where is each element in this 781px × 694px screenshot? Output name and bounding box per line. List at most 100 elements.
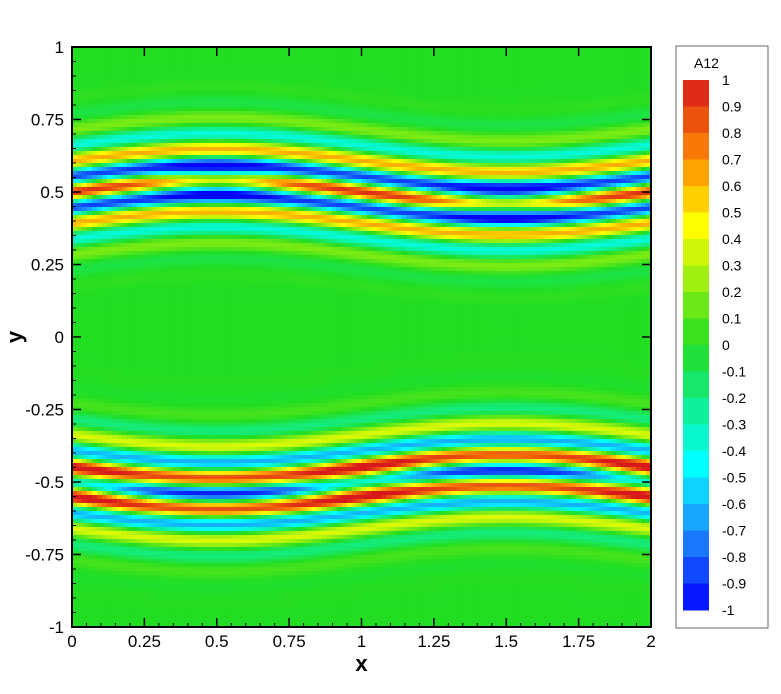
heatmap-cell (541, 183, 547, 188)
heatmap-cell (176, 183, 183, 188)
heatmap-cell (631, 163, 637, 168)
heatmap-cell (371, 191, 378, 196)
heatmap-cell (576, 179, 582, 184)
heatmap-cell (91, 143, 98, 148)
heatmap-cell (626, 103, 632, 108)
heatmap-cell (266, 179, 273, 184)
heatmap-cell (551, 171, 557, 176)
heatmap-cell (606, 179, 612, 184)
heatmap-cell (186, 115, 193, 120)
heatmap-cell (441, 131, 447, 136)
heatmap-cell (296, 95, 303, 100)
heatmap-cell (236, 167, 243, 172)
heatmap-cell (596, 163, 602, 168)
heatmap-cell (336, 143, 343, 148)
heatmap-cell (456, 59, 462, 64)
heatmap-cell (86, 159, 93, 164)
heatmap-cell (171, 91, 178, 96)
heatmap-cell (376, 151, 383, 156)
heatmap-cell (466, 79, 472, 84)
heatmap-cell (161, 75, 168, 80)
heatmap-cell (456, 131, 462, 136)
heatmap-cell (496, 75, 502, 80)
heatmap-cell (396, 91, 403, 96)
heatmap-cell (516, 159, 522, 164)
heatmap-cell (281, 179, 288, 184)
heatmap-cell (371, 99, 378, 104)
heatmap-cell (436, 151, 442, 156)
heatmap-cell (251, 139, 258, 144)
heatmap-cell (351, 183, 358, 188)
heatmap-cell (166, 211, 173, 216)
heatmap-cell (566, 83, 572, 88)
heatmap-cell (156, 107, 163, 112)
heatmap-cell (196, 91, 203, 96)
heatmap-cell (606, 199, 612, 204)
heatmap-cell (206, 75, 213, 80)
heatmap-cell (196, 83, 203, 88)
heatmap-cell (176, 63, 183, 68)
heatmap-cell (111, 139, 118, 144)
heatmap-cell (206, 171, 213, 176)
heatmap-cell (221, 139, 228, 144)
heatmap-cell (386, 119, 393, 124)
heatmap-cell (591, 155, 597, 160)
heatmap-cell (72, 75, 78, 80)
heatmap-cell (96, 67, 103, 72)
heatmap-cell (601, 143, 607, 148)
heatmap-cell (226, 59, 233, 64)
heatmap-cell (511, 103, 517, 108)
heatmap-cell (576, 191, 582, 196)
heatmap-cell (611, 199, 617, 204)
heatmap-cell (341, 55, 348, 60)
heatmap-cell (91, 115, 98, 120)
heatmap-cell (506, 179, 512, 184)
heatmap-cell (101, 83, 108, 88)
heatmap-cell (72, 191, 78, 196)
heatmap-cell (506, 123, 512, 128)
heatmap-cell (306, 67, 313, 72)
heatmap-cell (536, 51, 542, 56)
heatmap-cell (631, 67, 637, 72)
heatmap-cell (451, 143, 457, 148)
heatmap-cell (161, 203, 168, 208)
heatmap-cell (81, 139, 88, 144)
heatmap-cell (456, 175, 462, 180)
heatmap-cell (156, 51, 163, 56)
heatmap-cell (646, 111, 651, 116)
heatmap-cell (551, 187, 557, 192)
heatmap-cell (216, 199, 223, 204)
heatmap-cell (491, 83, 497, 88)
heatmap-cell (76, 167, 83, 172)
heatmap-cell (231, 151, 238, 156)
heatmap-cell (481, 143, 487, 148)
heatmap-cell (456, 203, 462, 208)
heatmap-cell (526, 111, 532, 116)
heatmap-cell (636, 195, 642, 200)
heatmap-cell (416, 187, 422, 192)
heatmap-cell (406, 175, 413, 180)
heatmap-cell (336, 159, 343, 164)
heatmap-cell (116, 219, 123, 224)
heatmap-cell (236, 151, 243, 156)
heatmap-cell (546, 79, 552, 84)
heatmap-cell (116, 51, 123, 56)
heatmap-cell (81, 171, 88, 176)
heatmap-cell (586, 203, 592, 208)
heatmap-cell (321, 171, 328, 176)
heatmap-cell (571, 103, 577, 108)
heatmap-cell (461, 95, 467, 100)
heatmap-cell (601, 159, 607, 164)
heatmap-cell (116, 47, 123, 52)
heatmap-cell (521, 211, 527, 216)
heatmap-cell (271, 95, 278, 100)
heatmap-cell (181, 211, 188, 216)
heatmap-cell (206, 211, 213, 216)
heatmap-cell (441, 155, 447, 160)
heatmap-cell (161, 99, 168, 104)
heatmap-cell (386, 59, 393, 64)
heatmap-cell (586, 131, 592, 136)
heatmap-cell (246, 63, 253, 68)
heatmap-cell (436, 55, 442, 60)
heatmap-cell (426, 175, 432, 180)
